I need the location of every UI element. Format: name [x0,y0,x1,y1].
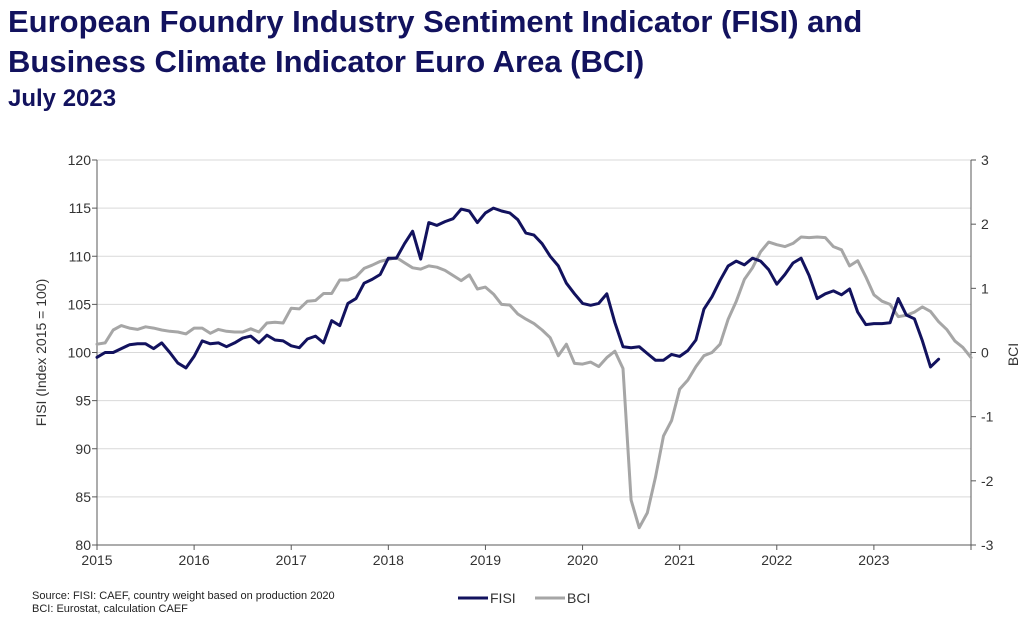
series-line-fisi [95,206,941,370]
y-tick-label: 100 [68,345,92,361]
title-line-2: Business Climate Indicator Euro Area (BC… [8,44,645,79]
y-tick-label: 105 [68,296,92,312]
title-line-1: European Foundry Industry Sentiment Indi… [8,4,863,39]
x-tick-label: 2023 [858,552,889,568]
source-note: Source: FISI: CAEF, country weight based… [32,590,335,616]
y2-tick-label: -1 [981,409,994,425]
y2-tick-label: 0 [981,345,989,361]
x-tick-label: 2019 [470,552,501,568]
y2-tick-label: 3 [981,152,989,168]
y-axis-title: FISI (Index 2015 = 100) [33,279,49,426]
y2-axis-title: BCI [1005,343,1021,366]
y2-tick-label: 2 [981,216,989,232]
y-tick-label: 80 [75,537,91,553]
x-tick-label: 2020 [567,552,598,568]
x-tick-label: 2021 [664,552,695,568]
legend-label-fisi: FISI [490,590,516,606]
y2-tick-label: 1 [981,280,989,296]
y-tick-label: 120 [68,152,92,168]
y-tick-label: 115 [69,200,92,216]
y-tick-label: 95 [75,393,91,409]
x-tick-label: 2016 [179,552,210,568]
y-tick-label: 90 [75,441,91,457]
legend-label-bci: BCI [567,590,590,606]
y-tick-label: 110 [69,248,92,264]
source-line-1: Source: FISI: CAEF, country weight based… [32,590,335,602]
y2-tick-label: -3 [981,537,994,553]
x-tick-label: 2015 [81,552,112,568]
y-tick-label: 85 [75,489,91,505]
series-line-bci [95,235,973,530]
source-line-2: BCI: Eurostat, calculation CAEF [32,603,188,615]
x-tick-label: 2017 [276,552,307,568]
x-tick-label: 2022 [761,552,792,568]
chart-title: European Foundry Industry Sentiment Indi… [8,2,862,82]
x-tick-label: 2018 [373,552,404,568]
y2-tick-label: -2 [981,473,994,489]
chart-subtitle: July 2023 [8,85,117,112]
